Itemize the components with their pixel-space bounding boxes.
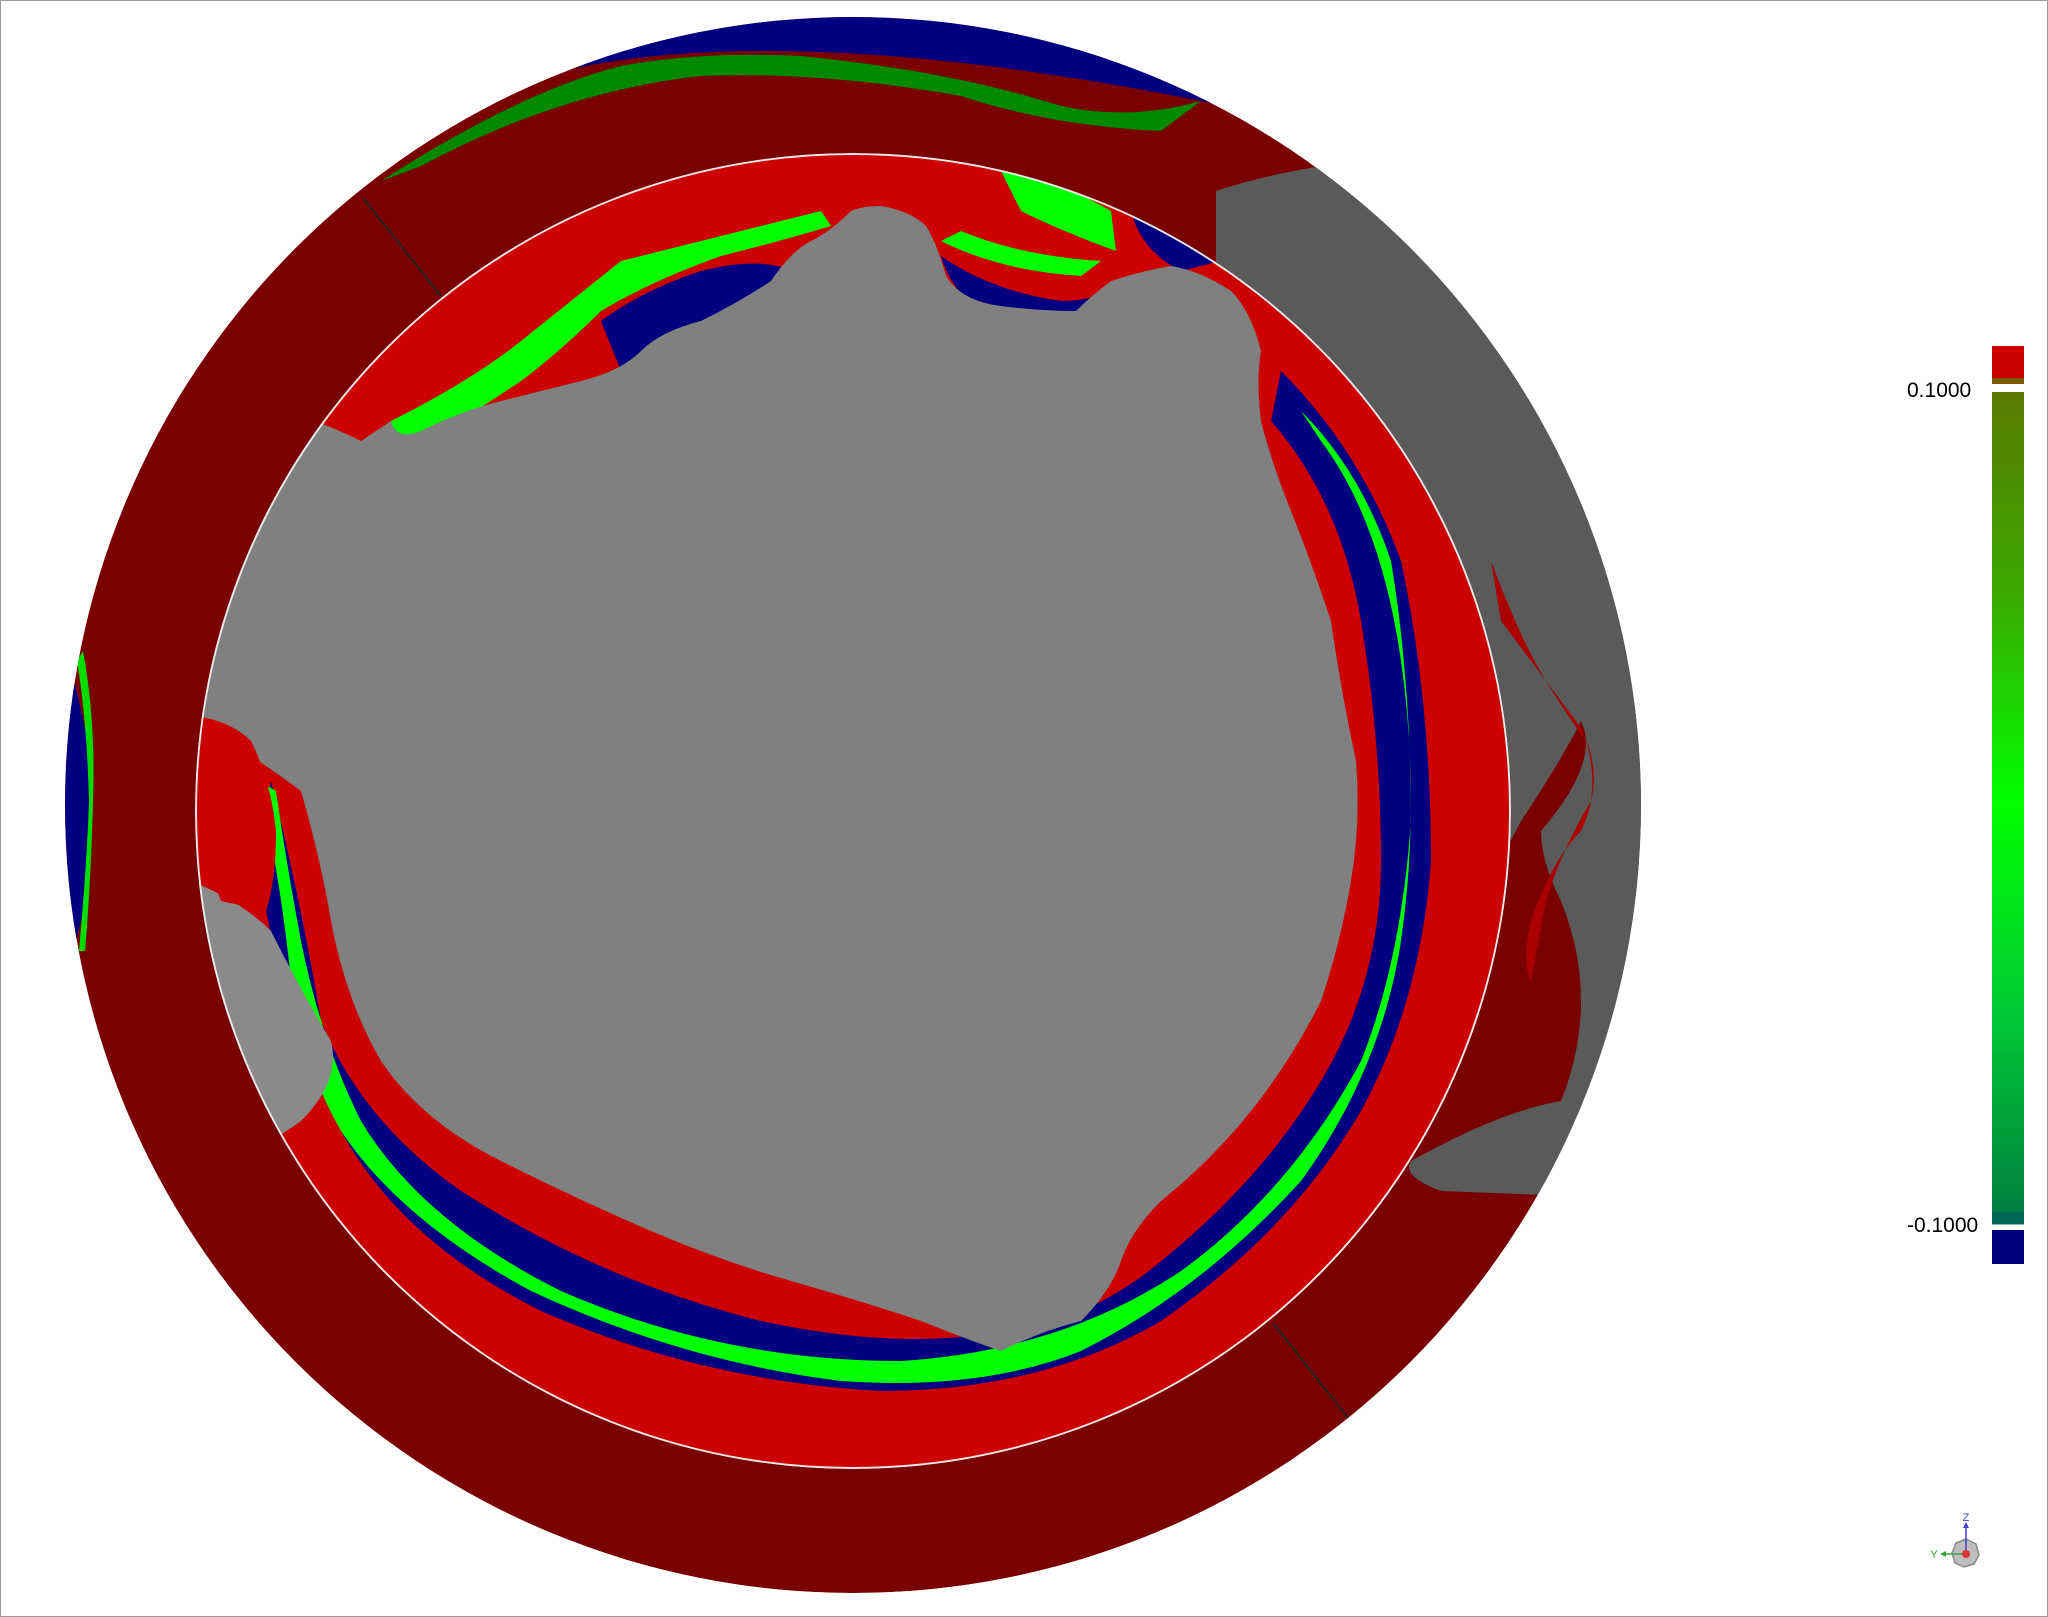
center-gray-region — [195, 206, 1358, 1351]
upper-left-navy-streak — [601, 263, 791, 371]
legend-min-label: -0.1000 — [1907, 1214, 1979, 1237]
top-right-green-2 — [941, 231, 1101, 276]
legend-gradient — [1992, 392, 2024, 1212]
upper-left-green-streak — [391, 211, 831, 501]
triad-z-label: Z — [1963, 1512, 1970, 1524]
legend-above-segment — [1992, 346, 2024, 378]
right-dark-red-patch — [1491, 561, 1594, 981]
inner-part-disc — [195, 153, 1511, 1469]
top-right-green — [1001, 171, 1116, 251]
legend-max-label: 0.1000 — [1907, 379, 1972, 402]
left-red-patch — [196, 716, 276, 911]
top-right-navy — [941, 256, 1121, 316]
triad-y-label: Y — [1930, 1549, 1938, 1561]
legend-below-segment — [1992, 1230, 2024, 1264]
navy-band — [261, 371, 1431, 1391]
color-legend-bar — [1992, 346, 2024, 1264]
axis-triad[interactable]: Z Y — [1926, 1511, 2006, 1581]
left-edge-green — [77, 651, 94, 951]
top-green-region — [381, 54, 1201, 181]
